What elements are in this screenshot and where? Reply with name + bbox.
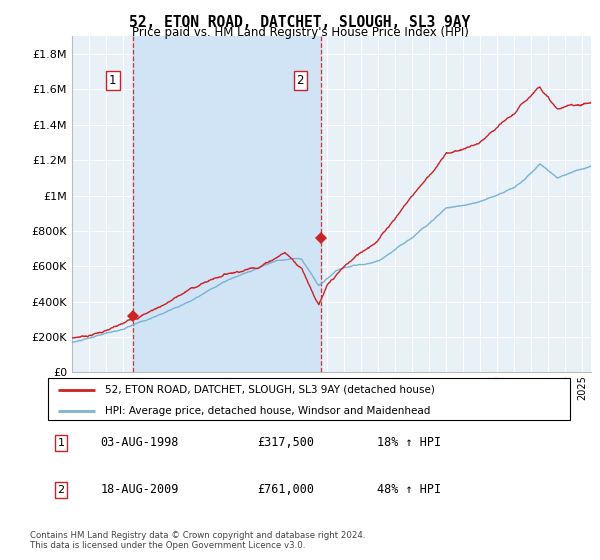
Text: 48% ↑ HPI: 48% ↑ HPI — [377, 483, 441, 496]
Text: £761,000: £761,000 — [257, 483, 314, 496]
Bar — [133, 36, 321, 372]
Text: 18% ↑ HPI: 18% ↑ HPI — [377, 436, 441, 449]
Text: 2: 2 — [58, 485, 65, 495]
Text: 18-AUG-2009: 18-AUG-2009 — [100, 483, 179, 496]
Text: HPI: Average price, detached house, Windsor and Maidenhead: HPI: Average price, detached house, Wind… — [106, 406, 431, 416]
Text: Price paid vs. HM Land Registry's House Price Index (HPI): Price paid vs. HM Land Registry's House … — [131, 26, 469, 39]
Text: 1: 1 — [58, 438, 65, 448]
Text: 52, ETON ROAD, DATCHET, SLOUGH, SL3 9AY (detached house): 52, ETON ROAD, DATCHET, SLOUGH, SL3 9AY … — [106, 385, 435, 395]
Text: £317,500: £317,500 — [257, 436, 314, 449]
Text: Contains HM Land Registry data © Crown copyright and database right 2024.
This d: Contains HM Land Registry data © Crown c… — [30, 530, 365, 550]
Text: 03-AUG-1998: 03-AUG-1998 — [100, 436, 179, 449]
Text: 2: 2 — [296, 73, 304, 87]
Text: 52, ETON ROAD, DATCHET, SLOUGH, SL3 9AY: 52, ETON ROAD, DATCHET, SLOUGH, SL3 9AY — [130, 15, 470, 30]
Text: 1: 1 — [109, 73, 116, 87]
